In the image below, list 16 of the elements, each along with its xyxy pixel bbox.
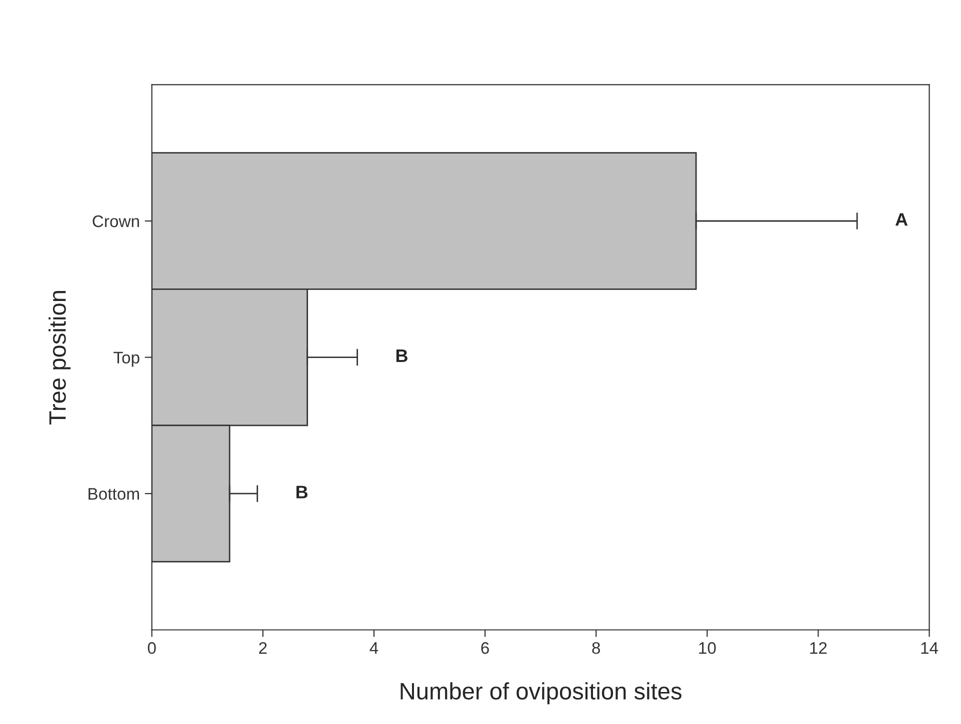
x-tick-label: 10 xyxy=(699,642,716,654)
x-tick-label: 14 xyxy=(921,642,938,654)
y-tick-label: Crown xyxy=(92,215,139,228)
y-axis-title: Tree position xyxy=(48,291,71,425)
annotation: B xyxy=(296,486,308,498)
x-tick-label: 8 xyxy=(592,642,600,654)
x-tick-label: 4 xyxy=(370,642,378,654)
x-tick-label: 2 xyxy=(259,642,267,654)
x-axis-title: Number of oviposition sites xyxy=(400,682,682,704)
annotation: A xyxy=(895,213,908,226)
x-tick-label: 0 xyxy=(148,642,156,654)
x-tick-label: 12 xyxy=(810,642,827,654)
x-tick-label: 6 xyxy=(481,642,489,654)
annotation: B xyxy=(396,350,408,362)
y-tick-label: Bottom xyxy=(88,488,139,500)
y-tick-label: Top xyxy=(114,352,140,367)
